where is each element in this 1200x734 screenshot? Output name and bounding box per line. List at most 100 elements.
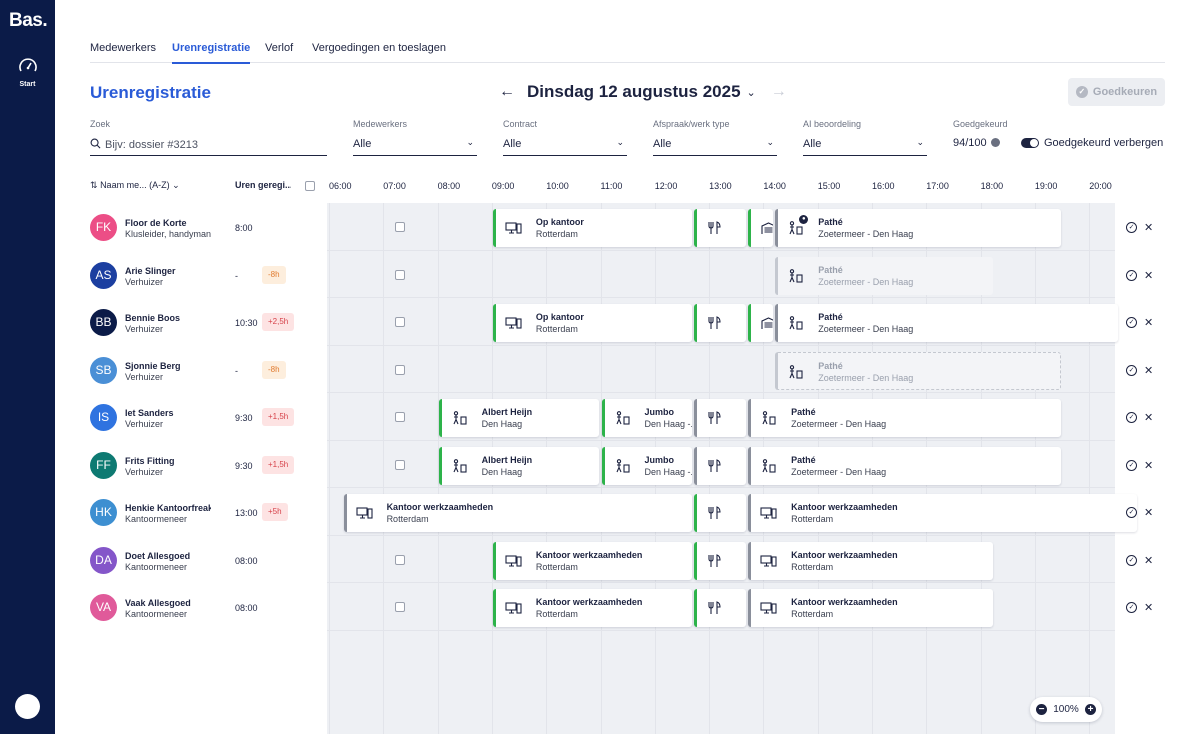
appointment-block[interactable] xyxy=(693,446,747,485)
zoom-in-button[interactable]: + xyxy=(1084,704,1096,715)
zoom-out-button[interactable]: − xyxy=(1036,704,1047,715)
appointment-block[interactable]: Op kantoor Rotterdam xyxy=(492,304,692,342)
appointment-block[interactable]: Kantoor werkzaamheden Rotterdam xyxy=(748,541,994,580)
employee-name[interactable]: Bennie Boos xyxy=(125,313,181,323)
appointment-block[interactable]: Pathé Zoetermeer - Den Haag xyxy=(775,256,994,295)
appointment-block[interactable] xyxy=(748,209,774,247)
reject-close-icon[interactable]: ✕ xyxy=(1144,364,1154,377)
approve-check-icon[interactable]: ✓ xyxy=(1126,459,1137,471)
appointment-type-label: Afspraak/werk type xyxy=(653,119,730,129)
approve-check-icon[interactable]: ✓ xyxy=(1126,554,1137,566)
reject-close-icon[interactable]: ✕ xyxy=(1144,459,1154,472)
registered-hours: 13:00 xyxy=(235,508,258,518)
appointment-block[interactable]: Kantoor werkzaamheden Rotterdam xyxy=(492,589,692,627)
appointment-title: Kantoor werkzaamheden xyxy=(791,502,898,512)
appointment-block[interactable] xyxy=(748,304,774,342)
cutlery-icon xyxy=(706,411,723,425)
appointment-block[interactable]: Albert Heijn Den Haag xyxy=(438,446,600,485)
row-checkbox[interactable] xyxy=(395,554,405,565)
employees-select[interactable]: Alle ⌄ xyxy=(353,136,477,156)
avatar: SB xyxy=(90,356,117,384)
row-checkbox[interactable] xyxy=(395,222,405,232)
select-all-checkbox[interactable] xyxy=(305,181,315,191)
row-checkbox[interactable] xyxy=(395,364,405,375)
appointment-block[interactable]: Op kantoor Rotterdam xyxy=(492,209,692,247)
appointment-block[interactable]: ● Pathé Zoetermeer - Den Haag xyxy=(775,209,1062,247)
appointment-block[interactable]: Pathé Zoetermeer - Den Haag xyxy=(775,304,1119,342)
reject-close-icon[interactable]: ✕ xyxy=(1144,554,1154,567)
employee-name[interactable]: Vaak Allesgoed xyxy=(125,598,191,608)
employee-name[interactable]: Sjonnie Berg xyxy=(125,360,181,371)
tab-urenregistratie[interactable]: Urenregistratie xyxy=(172,42,251,64)
row-actions: ✓ ✕ xyxy=(1126,411,1153,424)
reject-close-icon[interactable]: ✕ xyxy=(1144,602,1154,614)
ai-review-select[interactable]: Alle ⌄ xyxy=(803,136,927,156)
approve-check-icon[interactable]: ✓ xyxy=(1126,269,1137,281)
reject-close-icon[interactable]: ✕ xyxy=(1144,269,1154,282)
row-checkbox[interactable] xyxy=(395,412,405,422)
employee-role: Verhuizer xyxy=(125,324,164,334)
row-checkbox[interactable] xyxy=(395,459,405,470)
employee-name[interactable]: Frits Fitting xyxy=(125,455,175,466)
appointment-block[interactable] xyxy=(693,494,747,532)
name-column-header[interactable]: ⇅ Naam me... (A-Z) ⌄ xyxy=(90,180,180,191)
hours-column-header[interactable]: Uren geregi... xyxy=(235,180,291,190)
hide-approved-toggle[interactable]: Goedgekeurd verbergen xyxy=(1021,137,1163,149)
appointment-block[interactable]: Albert Heijn Den Haag xyxy=(438,399,600,437)
reject-close-icon[interactable]: ✕ xyxy=(1144,317,1154,329)
reject-close-icon[interactable]: ✕ xyxy=(1144,412,1154,424)
employee-name[interactable]: Iet Sanders xyxy=(125,408,174,418)
chevron-down-icon[interactable]: ⌄ xyxy=(746,86,756,99)
approve-check-icon[interactable]: ✓ xyxy=(1126,222,1137,233)
worker-icon xyxy=(787,364,804,379)
contract-select[interactable]: Alle ⌄ xyxy=(503,136,627,156)
user-avatar[interactable] xyxy=(15,694,40,719)
row-checkbox[interactable] xyxy=(395,602,405,612)
employee-role: Verhuizer xyxy=(125,276,164,287)
appointment-block[interactable]: Kantoor werkzaamheden Rotterdam xyxy=(343,494,692,532)
check-circle-icon: ✓ xyxy=(1075,86,1088,98)
approve-button[interactable]: ✓ Goedkeuren xyxy=(1068,78,1165,106)
tab-verlof[interactable]: Verlof xyxy=(265,42,294,54)
row-actions: ✓ ✕ xyxy=(1126,601,1153,614)
tab-vergoedingen[interactable]: Vergoedingen en toeslagen xyxy=(312,42,446,54)
appointment-block[interactable] xyxy=(693,589,747,627)
appointment-block[interactable]: Pathé Zoetermeer - Den Haag xyxy=(748,446,1062,485)
appointment-block[interactable] xyxy=(693,399,747,437)
appointment-location: Den Haag xyxy=(481,466,523,477)
appointment-block[interactable]: Kantoor werkzaamheden Rotterdam xyxy=(748,494,1138,532)
appointment-title: Pathé xyxy=(818,264,843,275)
reject-close-icon[interactable]: ✕ xyxy=(1144,222,1154,234)
row-checkbox[interactable] xyxy=(395,269,405,280)
appointment-type-select[interactable]: Alle ⌄ xyxy=(653,136,777,156)
approve-check-icon[interactable]: ✓ xyxy=(1126,507,1137,518)
appointment-block[interactable]: Pathé Zoetermeer - Den Haag xyxy=(775,351,1062,390)
appointment-title: Kantoor werkzaamheden xyxy=(791,549,898,560)
prev-day-arrow-icon[interactable]: ← xyxy=(499,83,515,100)
approve-check-icon[interactable]: ✓ xyxy=(1126,412,1137,423)
current-date[interactable]: Dinsdag 12 augustus 2025 xyxy=(527,82,741,101)
appointment-block[interactable] xyxy=(693,304,747,342)
employee-name[interactable]: Henkie Kantoorfreak xyxy=(125,503,211,513)
nav-start[interactable]: Start xyxy=(0,58,55,88)
appointment-block[interactable]: Kantoor werkzaamheden Rotterdam xyxy=(748,589,994,627)
hour-label: 14:00 xyxy=(763,181,786,191)
tab-medewerkers[interactable]: Medewerkers xyxy=(90,42,157,54)
appointment-block[interactable]: Pathé Zoetermeer - Den Haag xyxy=(748,399,1062,437)
worker-icon xyxy=(760,411,777,425)
toggle-switch[interactable] xyxy=(1021,138,1039,148)
approve-check-icon[interactable]: ✓ xyxy=(1126,364,1137,376)
appointment-block[interactable] xyxy=(693,209,747,247)
approve-check-icon[interactable]: ✓ xyxy=(1126,602,1137,613)
row-checkbox[interactable] xyxy=(395,317,405,327)
appointment-block[interactable] xyxy=(693,541,747,580)
approve-check-icon[interactable]: ✓ xyxy=(1126,317,1137,328)
employee-name[interactable]: Doet Allesgoed xyxy=(125,550,191,561)
appointment-block[interactable]: Kantoor werkzaamheden Rotterdam xyxy=(492,541,692,580)
employee-name[interactable]: Floor de Korte xyxy=(125,218,187,228)
reject-close-icon[interactable]: ✕ xyxy=(1144,507,1154,519)
search-input[interactable]: Bijv: dossier #3213 xyxy=(90,136,327,156)
employee-name[interactable]: Arie Slinger xyxy=(125,265,176,276)
